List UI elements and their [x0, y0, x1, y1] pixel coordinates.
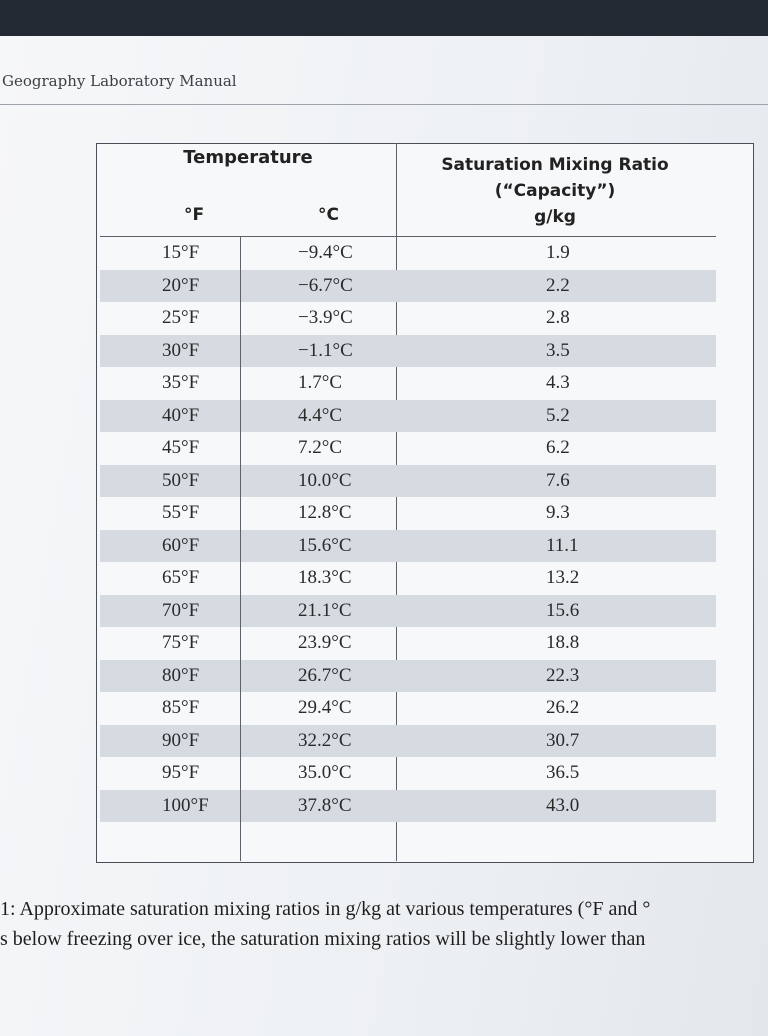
table-row: 55°F 12.8°C 9.3: [100, 497, 716, 530]
table-row: 15°F −9.4°C 1.9: [100, 237, 716, 270]
cell-fahrenheit: 40°F: [162, 404, 200, 426]
table-row: 60°F 15.6°C 11.1: [100, 529, 716, 562]
cell-mixing-ratio: 5.2: [546, 404, 570, 426]
cell-mixing-ratio: 6.2: [546, 437, 570, 458]
table-row: 70°F 21.1°C 15.6: [100, 594, 716, 627]
cell-fahrenheit: 85°F: [162, 697, 200, 718]
cell-fahrenheit: 75°F: [162, 632, 200, 653]
cell-celsius: 21.1°C: [298, 599, 352, 621]
table-row: 20°F −6.7°C 2.2: [100, 269, 716, 302]
caption-line2: s below freezing over ice, the saturatio…: [0, 928, 646, 950]
cell-mixing-ratio: 2.2: [546, 274, 570, 296]
cell-mixing-ratio: 4.3: [546, 372, 570, 393]
cell-fahrenheit: 95°F: [162, 762, 200, 783]
cell-celsius: 32.2°C: [298, 729, 352, 751]
cell-celsius: 7.2°C: [298, 437, 343, 458]
cell-fahrenheit: 15°F: [162, 242, 200, 263]
table-row: 40°F 4.4°C 5.2: [100, 399, 716, 432]
cell-mixing-ratio: 15.6: [546, 599, 580, 621]
table-row: 35°F 1.7°C 4.3: [100, 367, 716, 400]
table-row: 25°F −3.9°C 2.8: [100, 302, 716, 335]
figure-caption: 1: Approximate saturation mixing ratios …: [0, 894, 768, 954]
caption-line1: 1: Approximate saturation mixing ratios …: [0, 898, 651, 920]
cell-fahrenheit: 90°F: [162, 729, 200, 751]
cell-fahrenheit: 25°F: [162, 307, 200, 328]
table-row: 85°F 29.4°C 26.2: [100, 692, 716, 725]
table-row: 65°F 18.3°C 13.2: [100, 562, 716, 595]
cell-mixing-ratio: 9.3: [546, 502, 570, 523]
cell-mixing-ratio: 43.0: [546, 794, 580, 816]
cell-mixing-ratio: 36.5: [546, 762, 580, 783]
header-ratio-line3: g/kg: [534, 207, 576, 227]
cell-celsius: 29.4°C: [298, 697, 352, 718]
cell-mixing-ratio: 22.3: [546, 664, 580, 686]
cell-fahrenheit: 100°F: [162, 794, 209, 816]
table-row: 30°F −1.1°C 3.5: [100, 334, 716, 367]
table-row: 90°F 32.2°C 30.7: [100, 724, 716, 757]
header-divider: [100, 236, 716, 237]
table-row: 75°F 23.9°C 18.8: [100, 627, 716, 660]
cell-fahrenheit: 45°F: [162, 437, 200, 458]
cell-fahrenheit: 60°F: [162, 534, 200, 556]
cell-celsius: 26.7°C: [298, 664, 352, 686]
table-row: 50°F 10.0°C 7.6: [100, 464, 716, 497]
column-divider-ratio: [396, 143, 397, 861]
cell-celsius: −9.4°C: [298, 242, 353, 263]
header-ratio-line1: Saturation Mixing Ratio: [441, 155, 669, 175]
header-fahrenheit: °F: [184, 205, 205, 225]
cell-fahrenheit: 70°F: [162, 599, 200, 621]
cell-mixing-ratio: 26.2: [546, 697, 580, 718]
cell-celsius: 12.8°C: [298, 502, 352, 523]
table-row: 100°F 37.8°C 43.0: [100, 789, 716, 822]
cell-celsius: 37.8°C: [298, 794, 352, 816]
cell-celsius: −3.9°C: [298, 307, 353, 328]
cell-celsius: 4.4°C: [298, 404, 343, 426]
cell-fahrenheit: 35°F: [162, 372, 200, 393]
cell-fahrenheit: 20°F: [162, 274, 200, 296]
cell-mixing-ratio: 13.2: [546, 567, 580, 588]
cell-mixing-ratio: 7.6: [546, 469, 570, 491]
running-head: Geography Laboratory Manual: [2, 72, 237, 90]
cell-celsius: 15.6°C: [298, 534, 352, 556]
cell-fahrenheit: 30°F: [162, 339, 200, 361]
cell-celsius: 10.0°C: [298, 469, 352, 491]
cell-fahrenheit: 65°F: [162, 567, 200, 588]
cell-mixing-ratio: 11.1: [546, 534, 579, 556]
table-row: 45°F 7.2°C 6.2: [100, 432, 716, 465]
header-saturation-mixing-ratio: Saturation Mixing Ratio (“Capacity”) g/k…: [400, 152, 710, 230]
cell-mixing-ratio: 30.7: [546, 729, 580, 751]
cell-celsius: 35.0°C: [298, 762, 352, 783]
cell-fahrenheit: 50°F: [162, 469, 200, 491]
cell-celsius: −1.1°C: [298, 339, 353, 361]
cell-mixing-ratio: 3.5: [546, 339, 570, 361]
column-divider-f-c: [240, 236, 241, 861]
cell-mixing-ratio: 18.8: [546, 632, 580, 653]
cell-celsius: −6.7°C: [298, 274, 353, 296]
header-temperature: Temperature: [183, 147, 313, 168]
cell-celsius: 1.7°C: [298, 372, 343, 393]
header-celsius: °C: [318, 205, 339, 225]
table-row: 95°F 35.0°C 36.5: [100, 757, 716, 790]
top-dark-band: [0, 0, 768, 42]
cell-celsius: 23.9°C: [298, 632, 352, 653]
cell-fahrenheit: 80°F: [162, 664, 200, 686]
cell-mixing-ratio: 1.9: [546, 242, 570, 263]
header-ratio-line2: (“Capacity”): [494, 181, 616, 201]
cell-fahrenheit: 55°F: [162, 502, 200, 523]
table-row: 80°F 26.7°C 22.3: [100, 659, 716, 692]
table-body: 15°F −9.4°C 1.9 20°F −6.7°C 2.2 25°F −3.9°C 2.8 3…: [100, 237, 716, 822]
header-rule: [0, 104, 768, 105]
cell-mixing-ratio: 2.8: [546, 307, 570, 328]
cell-celsius: 18.3°C: [298, 567, 352, 588]
